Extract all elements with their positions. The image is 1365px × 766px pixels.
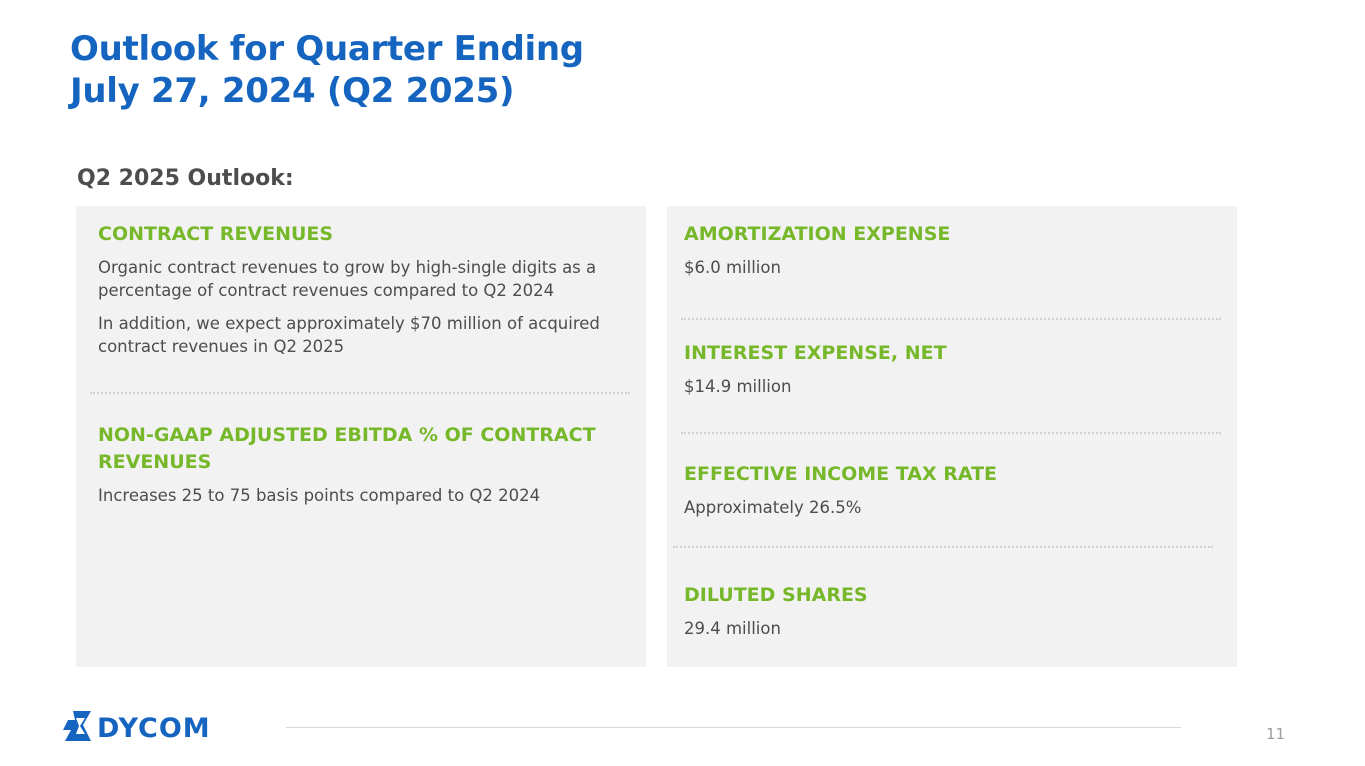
tax-rate-section: EFFECTIVE INCOME TAX RATE Approximately … — [684, 461, 1214, 519]
amortization-section: AMORTIZATION EXPENSE $6.0 million — [684, 221, 1214, 279]
contract-revenues-label: CONTRACT REVENUES — [98, 223, 334, 245]
amortization-value: $6.0 million — [684, 258, 781, 277]
contract-revenues-text-1: Organic contract revenues to grow by hig… — [98, 258, 597, 300]
tax-rate-label: EFFECTIVE INCOME TAX RATE — [684, 463, 998, 485]
diluted-shares-value: 29.4 million — [684, 619, 781, 638]
interest-section: INTEREST EXPENSE, NET $14.9 million — [684, 340, 1214, 398]
outlook-subheading: Q2 2025 Outlook: — [77, 166, 294, 191]
ebitda-section: NON-GAAP ADJUSTED EBITDA % OF CONTRACT R… — [98, 422, 598, 507]
tax-rate-value: Approximately 26.5% — [684, 498, 862, 517]
slide-title: Outlook for Quarter Ending July 27, 2024… — [70, 28, 584, 112]
interest-value: $14.9 million — [684, 377, 792, 396]
ebitda-label: NON-GAAP ADJUSTED EBITDA % OF CONTRACT R… — [98, 424, 596, 473]
contract-revenues-text-2: In addition, we expect approximately $70… — [98, 314, 600, 356]
contract-revenues-section: CONTRACT REVENUES Organic contract reven… — [98, 221, 628, 358]
interest-label: INTEREST EXPENSE, NET — [684, 342, 947, 364]
slide-title-line-1: Outlook for Quarter Ending — [70, 29, 584, 69]
diluted-shares-label: DILUTED SHARES — [684, 584, 868, 606]
logo-mark-shape — [63, 711, 91, 741]
dycom-logo: DYCOM — [61, 710, 246, 744]
right-divider-2 — [681, 432, 1221, 434]
diluted-shares-section: DILUTED SHARES 29.4 million — [684, 582, 1214, 640]
right-divider-1 — [681, 318, 1221, 320]
right-divider-3 — [673, 546, 1213, 548]
ebitda-text: Increases 25 to 75 basis points compared… — [98, 486, 541, 505]
dycom-logo-mark: DYCOM — [63, 711, 211, 744]
amortization-label: AMORTIZATION EXPENSE — [684, 223, 951, 245]
left-divider — [90, 392, 630, 394]
logo-wordmark: DYCOM — [97, 713, 211, 742]
logo-mark-cutout — [76, 718, 85, 734]
left-outlook-panel: CONTRACT REVENUES Organic contract reven… — [76, 206, 646, 667]
footer-rule — [286, 727, 1181, 728]
page-number: 11 — [1266, 725, 1286, 743]
slide-title-line-2: July 27, 2024 (Q2 2025) — [70, 71, 515, 111]
right-outlook-panel: AMORTIZATION EXPENSE $6.0 million INTERE… — [667, 206, 1237, 667]
